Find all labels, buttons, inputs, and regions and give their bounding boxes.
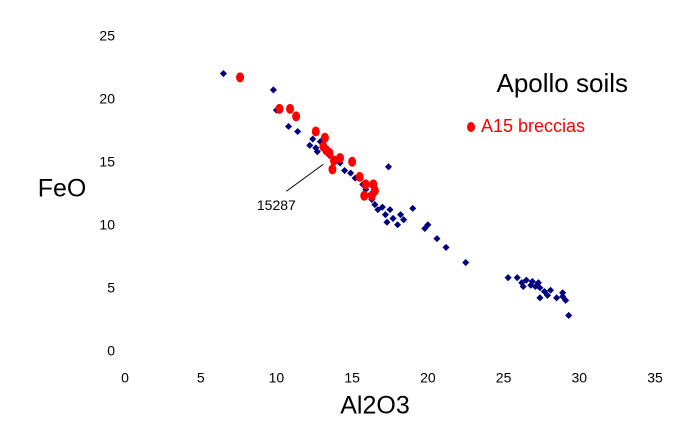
point	[378, 203, 386, 211]
point	[433, 235, 441, 243]
point	[553, 294, 561, 302]
point	[383, 218, 391, 226]
x-tick-label: 25	[496, 370, 512, 386]
y-tick-label: 20	[99, 91, 115, 107]
y-tick-label: 0	[107, 343, 115, 359]
point	[386, 206, 394, 214]
point	[543, 291, 552, 299]
point	[325, 147, 334, 158]
point	[320, 132, 329, 143]
point	[562, 296, 570, 304]
x-axis-label: Al2O3	[340, 392, 409, 420]
legend-title: Apollo soils	[496, 68, 628, 98]
point	[394, 221, 402, 229]
point	[236, 72, 245, 83]
point	[309, 135, 317, 143]
y-axis-label: FeO	[38, 175, 87, 203]
point	[269, 86, 277, 94]
point	[328, 164, 337, 175]
x-tick-label: 30	[571, 370, 587, 386]
point	[294, 127, 302, 136]
annotation-label: 15287	[257, 197, 296, 213]
y-tick-label: 25	[99, 28, 115, 44]
legend-label: A15 breccias	[481, 116, 585, 136]
x-tick-label: 5	[197, 370, 205, 386]
point	[285, 122, 293, 130]
point	[409, 204, 417, 212]
point	[504, 274, 512, 282]
point	[442, 243, 450, 251]
point	[329, 155, 338, 166]
point	[462, 259, 470, 267]
point	[292, 111, 301, 122]
point	[528, 277, 536, 285]
point	[513, 274, 521, 282]
point	[219, 70, 227, 78]
point	[519, 282, 527, 291]
x-tick-label: 10	[269, 370, 285, 386]
point	[400, 216, 408, 224]
point	[313, 148, 321, 156]
point	[367, 190, 376, 201]
point	[424, 221, 432, 229]
point	[384, 163, 393, 171]
point	[348, 156, 357, 167]
y-tick-label: 15	[99, 154, 115, 170]
point	[389, 214, 397, 222]
point	[355, 171, 364, 182]
point	[275, 103, 284, 114]
x-tick-label: 15	[344, 370, 360, 386]
point	[306, 141, 314, 149]
point	[286, 103, 295, 114]
y-tick-label: 5	[107, 280, 115, 296]
point	[336, 152, 345, 163]
x-tick-label: 35	[647, 370, 663, 386]
point	[341, 167, 349, 175]
y-tick-label: 10	[99, 217, 115, 233]
point	[381, 211, 389, 219]
point	[536, 294, 544, 302]
point	[397, 211, 405, 219]
point	[347, 169, 355, 177]
x-tick-label: 0	[121, 370, 129, 386]
point	[311, 126, 320, 137]
point	[360, 190, 369, 201]
legend-marker	[467, 122, 475, 132]
annotation-pointer	[286, 163, 324, 192]
x-tick-label: 20	[420, 370, 436, 386]
point	[371, 201, 379, 209]
point	[361, 179, 370, 190]
point	[546, 286, 555, 294]
point	[536, 284, 544, 292]
point	[559, 289, 567, 297]
point	[565, 311, 573, 319]
point	[522, 276, 530, 284]
